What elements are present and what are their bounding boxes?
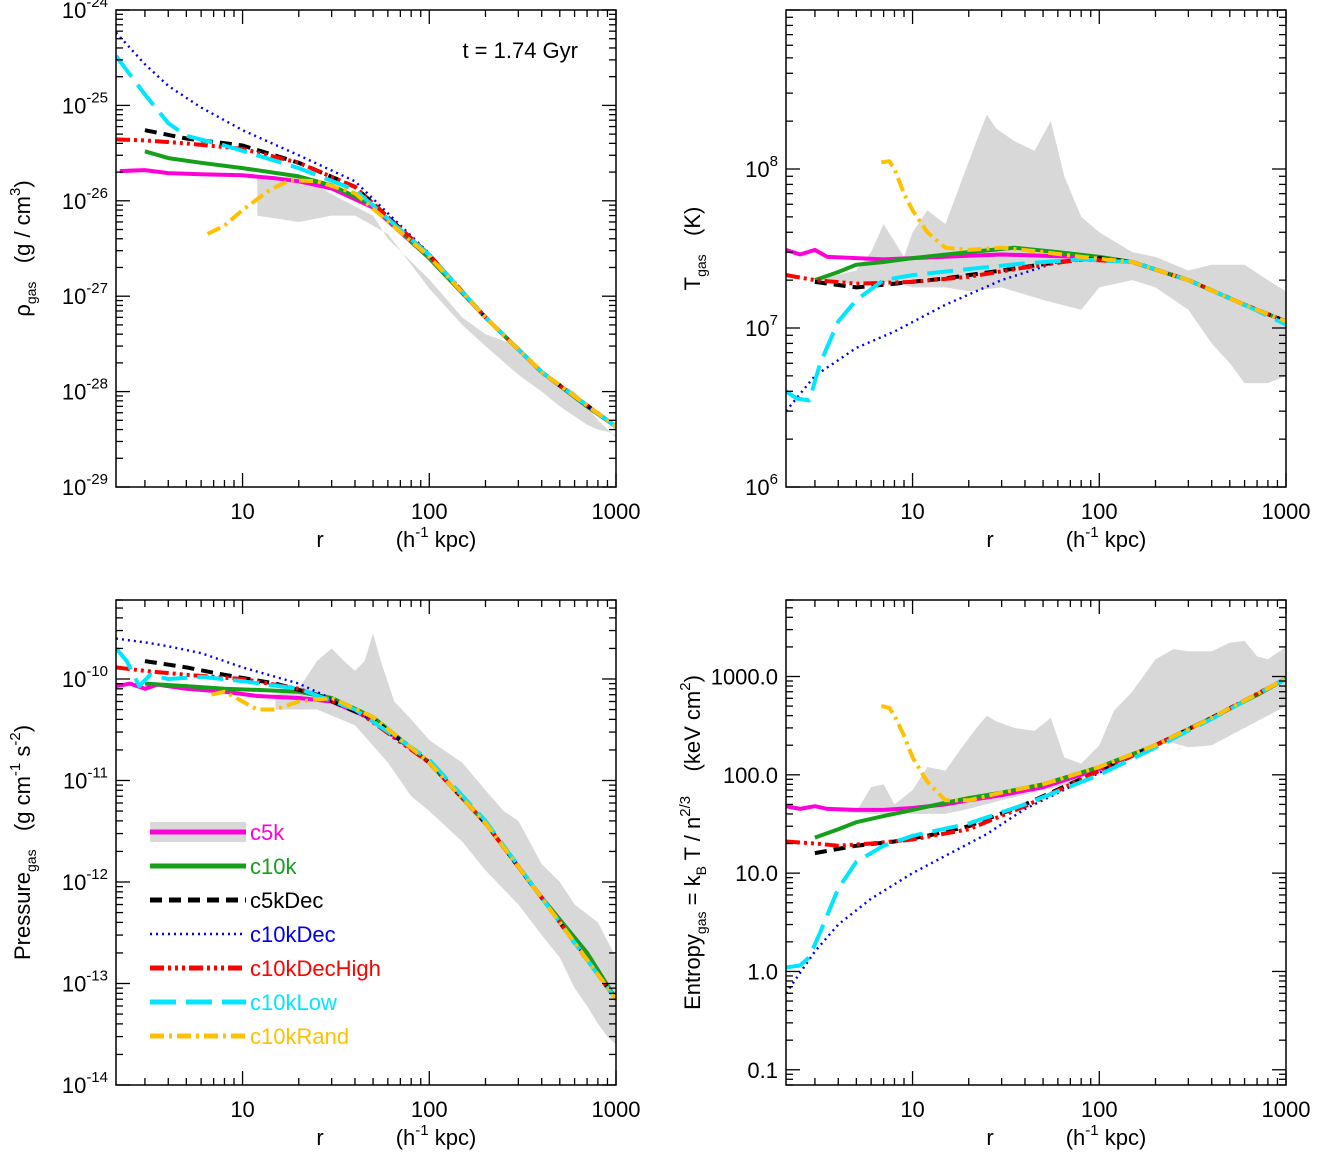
series-line-c10kLow [786,257,1286,403]
scatter-band [838,640,1286,814]
x-tick-label: 10 [230,499,254,524]
plot-frame [115,9,617,488]
x-tick-label: 1000 [1262,499,1311,524]
scatter-band [275,633,616,1045]
x-tick-label: 10 [900,1097,924,1122]
panel-density: 10 100 1000 10-29 10-28 10-27 10-26 10-25 10-24 r… [7,0,640,552]
y-tick-label: 1.0 [747,959,778,984]
x-tick-label: 10 [900,499,924,524]
y-tick-label: 100.0 [723,763,778,788]
x-axis-unit: (h-1 kpc) [1066,524,1147,552]
y-tick-label: 10-28 [62,376,108,405]
series-line-c10kLow [786,676,1286,970]
y-axis-label: Entropygas = kB T / n2/3 (keV cm2) [677,675,709,1010]
x-axis-label: r [986,1125,993,1150]
y-axis-label: Pressuregas (g cm-1 s-2) [7,725,39,960]
series-line-c10kDecHigh [786,257,1286,324]
y-tick-label: 108 [745,153,778,182]
plot-frame [785,599,1287,1086]
scatter-band [257,176,616,438]
x-tick-label: 1000 [1262,1097,1311,1122]
panel-temperature: 10 100 1000 106 107 108 r (h-1 kpc) Tgas (K) [680,9,1311,552]
y-tick-label: 10-26 [62,185,108,214]
x-tick-label: 100 [1081,1097,1118,1122]
y-tick-label: 10-24 [62,0,108,23]
x-tick-label: 100 [1081,499,1118,524]
legend-label-c5kDec: c5kDec [250,888,323,913]
y-tick-label: 1000.0 [711,665,778,690]
panel-pressure: 10 100 1000 10-14 10-13 10-12 10-11 10-10 r (h-1 … [7,599,641,1150]
x-tick-label: 1000 [592,1097,641,1122]
series-line-c10kLow [116,54,616,429]
legend: c5k c10k c5kDec c10kDec c10kDecHigh c10kLow c1… [150,820,381,1049]
y-tick-label: 10-12 [62,866,108,895]
x-tick-label: 100 [411,1097,448,1122]
series-line-c10kRand [880,676,1286,803]
legend-label-c10kDec: c10kDec [250,922,336,947]
x-axis-unit: (h-1 kpc) [396,1122,477,1150]
scatter-band [814,114,1286,384]
y-tick-label: 107 [745,312,778,341]
series-line-c5kDec [144,659,616,1001]
y-tick-label: 10-11 [63,764,108,793]
legend-label-c10k: c10k [250,854,297,879]
y-axis-label: Tgas (K) [680,207,709,291]
x-tick-label: 10 [230,1097,254,1122]
y-tick-label: 10-25 [62,89,108,118]
y-tick-label: 10-27 [62,280,108,309]
series-line-c10kRand [206,178,616,429]
legend-label-c10kLow: c10kLow [250,990,337,1015]
legend-label-c10kRand: c10kRand [250,1024,349,1049]
legend-label-c10kDecHigh: c10kDecHigh [250,956,381,981]
x-axis-label: r [316,1125,323,1150]
y-tick-label: 10-13 [62,967,108,996]
y-tick-label: 10-14 [62,1069,108,1098]
series-line-c10kRand [880,159,1286,324]
y-tick-label: 10.0 [735,861,778,886]
plot-frame [115,599,617,1086]
series-line-c10kDec [116,31,616,428]
plot-frame [785,9,1287,488]
x-axis-label: r [316,527,323,552]
y-tick-label: 10-29 [62,471,108,500]
y-tick-label: 106 [745,471,778,500]
panel-entropy: 10 100 1000 0.1 1.0 10.0 100.0 1000.0 r (h-1 kpc)… [677,599,1311,1150]
x-axis-label: r [986,527,993,552]
x-axis-unit: (h-1 kpc) [396,524,477,552]
x-tick-label: 100 [411,499,448,524]
x-axis-unit: (h-1 kpc) [1066,1122,1147,1150]
legend-label-c5k: c5k [250,820,285,845]
y-tick-label: 0.1 [747,1058,778,1083]
y-tick-label: 10-10 [62,663,108,692]
series-line-c10kRand [210,689,616,1001]
x-tick-label: 1000 [592,499,641,524]
y-axis-label: ρgas (g / cm3) [7,180,39,316]
time-annotation: t = 1.74 Gyr [462,38,578,63]
